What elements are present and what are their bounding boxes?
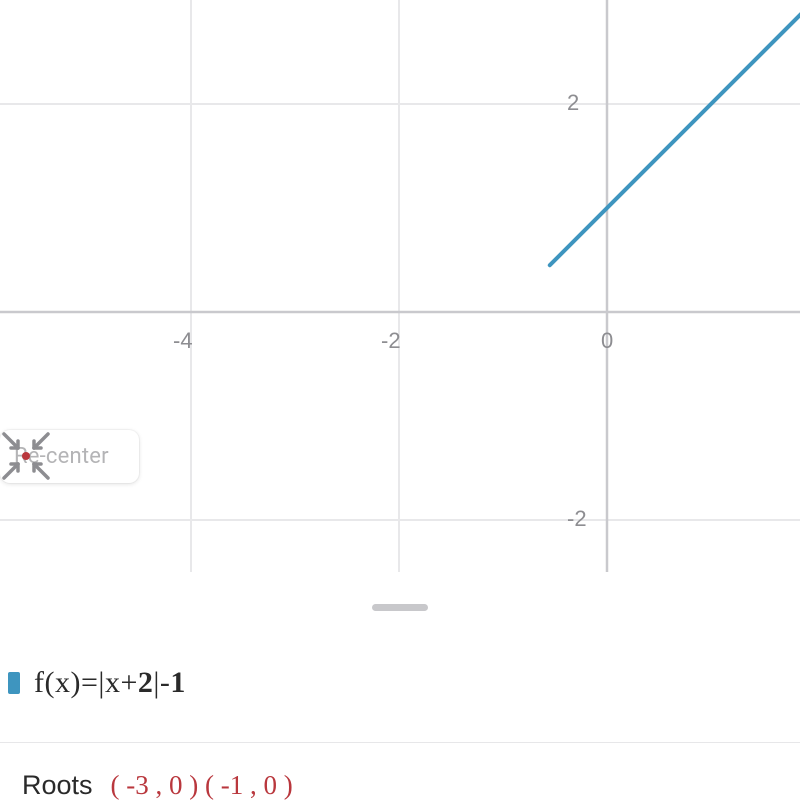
drag-handle[interactable] [372, 604, 428, 611]
y-tick-label: 2 [567, 90, 579, 116]
recenter-button[interactable]: Re-center [0, 430, 139, 483]
recenter-icon [0, 430, 52, 482]
x-tick-label: 0 [601, 328, 613, 354]
roots-row: Roots ( -3 , 0 ) ( -1 , 0 ) [22, 770, 293, 801]
x-tick-label: -4 [173, 328, 193, 354]
roots-values: ( -3 , 0 ) ( -1 , 0 ) [111, 770, 293, 801]
graph-svg [0, 0, 800, 572]
series-color-chip [8, 672, 20, 694]
x-tick-label: -2 [381, 328, 401, 354]
graph-viewport[interactable]: -4 -2 0 2 -2 Re-center [0, 0, 800, 572]
divider [0, 742, 800, 743]
formula-text: f(x)=|x+2|-1 [34, 666, 186, 700]
formula-row[interactable]: f(x)=|x+2|-1 [0, 648, 800, 728]
roots-label: Roots [22, 770, 93, 801]
y-tick-label: -2 [567, 506, 587, 532]
